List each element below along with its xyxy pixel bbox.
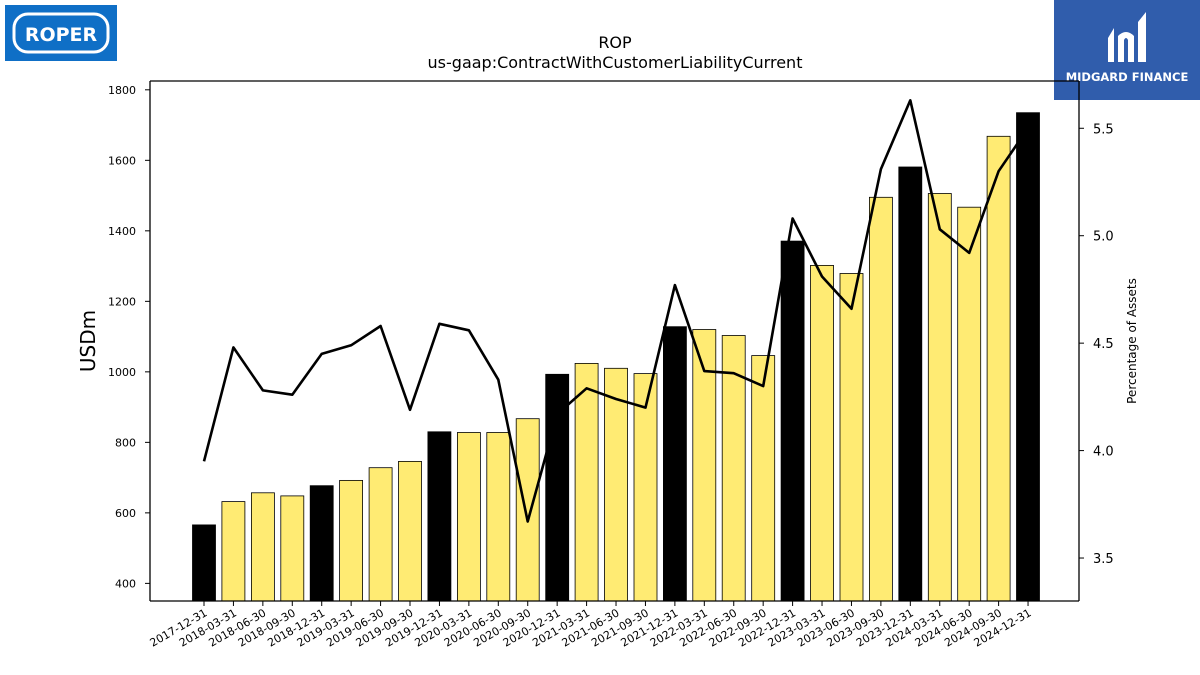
bars-group — [192, 112, 1040, 602]
y-right-tick-label: 4.5 — [1093, 337, 1114, 352]
bar-2018-12-31 — [309, 485, 334, 602]
y-tick-label: 1600 — [108, 154, 136, 167]
y-right-tick-label: 5.5 — [1093, 122, 1114, 137]
bar-2021-03-31 — [574, 362, 599, 602]
bar-2022-09-30 — [751, 355, 776, 602]
percentage-of-assets-line — [202, 99, 1030, 523]
midgard-emblem-icon — [1108, 12, 1146, 62]
y-axis-label-left: USDm — [76, 310, 100, 372]
line-layer — [202, 99, 1030, 523]
bar-2020-06-30 — [486, 432, 511, 602]
bar-2022-12-31 — [780, 240, 805, 602]
bar-2023-03-31 — [810, 264, 834, 602]
y-tick-label: 1200 — [108, 295, 136, 308]
bar-2023-09-30 — [869, 196, 893, 602]
y-tick-label: 1800 — [108, 84, 136, 97]
y-right-tick-label: 3.5 — [1093, 552, 1114, 567]
y-tick-label: 600 — [115, 507, 136, 520]
bar-2019-03-31 — [339, 479, 364, 602]
roper-logo: ROPER — [5, 5, 117, 61]
bar-2020-03-31 — [456, 432, 481, 602]
y-right-tick-label: 4.0 — [1093, 445, 1114, 460]
y-right-tick-label: 5.0 — [1093, 230, 1114, 245]
bar-2024-06-30 — [957, 206, 982, 602]
bar-2019-09-30 — [398, 460, 422, 602]
bar-2018-06-30 — [250, 492, 275, 602]
y-tick-label: 1400 — [108, 225, 136, 238]
bar-2024-12-31 — [1016, 112, 1040, 602]
y-tick-label: 400 — [115, 577, 136, 590]
left-y-ticks: 400 600 800 1000 1200 1400 1600 1800 — [108, 84, 150, 590]
bar-2020-09-30 — [515, 418, 540, 602]
y-axis-label-right: Percentage of Assets — [1125, 278, 1139, 404]
bar-2018-09-30 — [280, 495, 305, 602]
bar-2017-12-31 — [192, 524, 216, 602]
chart-title: ROP — [598, 33, 632, 52]
bar-2021-12-31 — [663, 326, 687, 602]
y-tick-label: 1000 — [108, 366, 136, 379]
bar-2023-12-31 — [898, 166, 923, 602]
bar-2021-06-30 — [604, 367, 628, 602]
bar-2019-12-31 — [427, 431, 452, 602]
bar-2023-06-30 — [839, 273, 864, 602]
bar-2018-03-31 — [221, 501, 246, 602]
right-y-ticks: 3.5 4.0 4.5 5.0 5.5 — [1079, 122, 1114, 567]
bar-2024-03-31 — [927, 193, 952, 602]
y-tick-label: 800 — [115, 436, 136, 449]
bar-2019-06-30 — [368, 467, 393, 602]
x-ticks: 2017-12-312018-03-312018-06-302018-09-30… — [148, 601, 1034, 650]
midgard-logo-text: MIDGARD FINANCE — [1066, 70, 1189, 84]
chart-subtitle: us-gaap:ContractWithCustomerLiabilityCur… — [428, 53, 803, 72]
midgard-finance-logo: MIDGARD FINANCE — [1054, 0, 1200, 100]
bar-2024-09-30 — [986, 135, 1011, 602]
roper-logo-text: ROPER — [25, 24, 98, 46]
